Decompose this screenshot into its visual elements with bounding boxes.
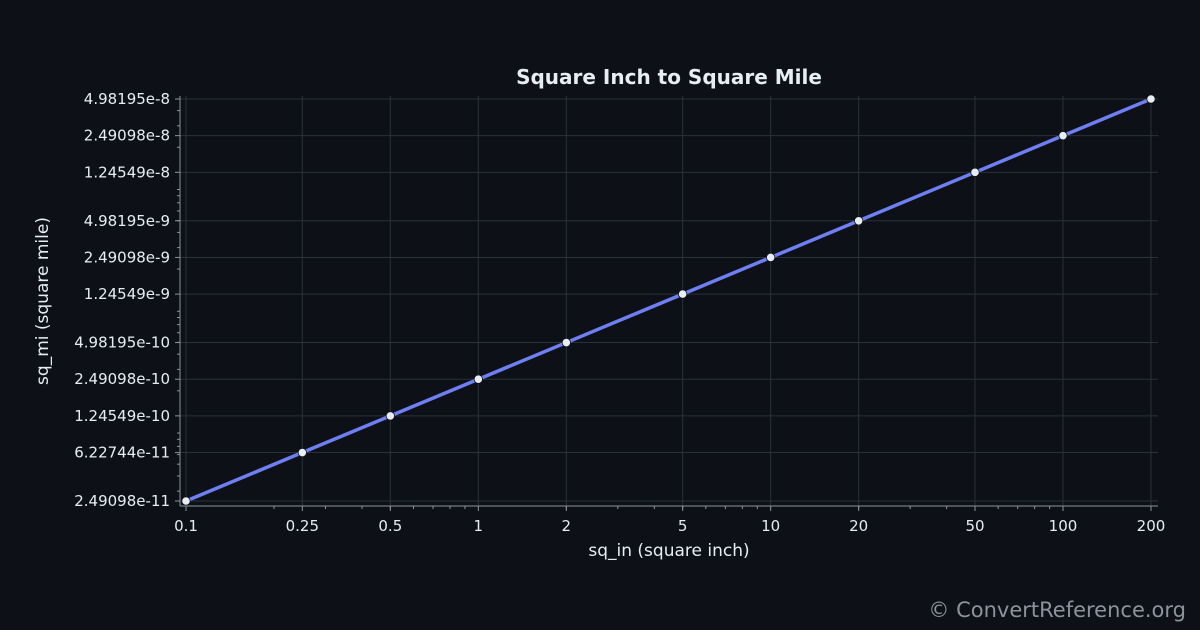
data-point [561, 337, 571, 348]
x-tick-label: 0.25 [286, 517, 319, 535]
x-tick-label: 1 [474, 517, 484, 535]
x-tick-label: 5 [678, 517, 688, 535]
x-tick-label: 50 [965, 517, 984, 535]
data-point [385, 411, 395, 421]
axes [179, 96, 1158, 507]
y-tick-label: 1.24549e-8 [84, 163, 170, 181]
y-tick-label: 6.22744e-11 [74, 444, 170, 462]
x-tick-label: 10 [761, 517, 780, 535]
series-line [184, 97, 1153, 503]
data-point [1146, 94, 1156, 104]
y-tick-label: 2.49098e-11 [74, 492, 170, 510]
y-tick-label: 2.49098e-9 [84, 248, 170, 266]
y-tick-label: 4.98195e-9 [84, 212, 170, 230]
y-tick-label: 2.49098e-8 [84, 127, 170, 145]
x-tick-label: 0.1 [174, 517, 198, 535]
data-point [1058, 131, 1068, 141]
y-tick-label: 1.24549e-10 [74, 407, 170, 425]
data-point [473, 374, 483, 384]
data-point [766, 252, 776, 263]
data-point [297, 447, 307, 458]
y-axis-label: sq_mi (square mile) [33, 217, 53, 385]
data-point [181, 496, 191, 506]
x-tick-label: 2 [562, 517, 572, 535]
x-axis-label: sq_in (square inch) [588, 541, 749, 561]
chart-title: Square Inch to Square Mile [516, 65, 822, 89]
data-point [970, 167, 980, 177]
y-tick-label: 4.98195e-8 [84, 90, 170, 108]
x-tick-label: 200 [1137, 517, 1166, 535]
y-tick-label: 4.98195e-10 [74, 334, 170, 352]
grid [180, 96, 1158, 506]
y-tick-label: 2.49098e-10 [74, 370, 170, 388]
data-point [678, 289, 688, 299]
x-tick-label: 0.5 [378, 517, 402, 535]
x-tick-label: 20 [849, 517, 868, 535]
y-tick-label: 1.24549e-9 [84, 285, 170, 303]
watermark: © ConvertReference.org [928, 598, 1186, 622]
y-ticks: 2.49098e-11 6.22744e-11 1.24549e-10 2.49098… [74, 90, 180, 510]
series [181, 94, 1156, 506]
x-ticks: 0.1 0.25 0.5 1 2 5 10 20 50 100 200 [174, 506, 1165, 535]
x-tick-label: 100 [1049, 517, 1078, 535]
data-point [854, 216, 864, 226]
